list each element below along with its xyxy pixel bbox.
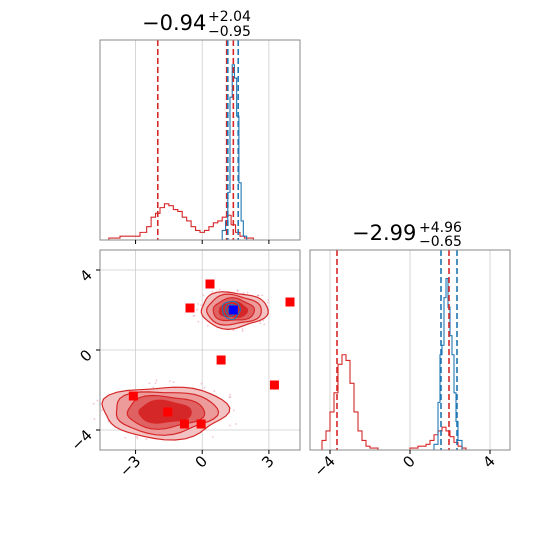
scatter-point bbox=[259, 322, 262, 325]
x2-title-value: −2.99 bbox=[352, 221, 416, 245]
x1-marginal-grid bbox=[135, 40, 270, 240]
x2-marginal-histograms bbox=[321, 278, 478, 451]
scatter-point bbox=[136, 437, 139, 440]
scatter-point bbox=[211, 436, 214, 438]
scatter-point bbox=[242, 292, 245, 294]
scatter-point bbox=[206, 324, 209, 327]
scatter-point bbox=[145, 438, 148, 441]
scatter-point bbox=[211, 290, 214, 293]
x2-marginal-panel: −4 0 4 −2.99 +4.96 −0.65 bbox=[309, 220, 511, 480]
scatter-point bbox=[263, 323, 266, 326]
x1-marginal-panel: −0.94 +2.04 −0.95 bbox=[99, 9, 301, 244]
scatter-point bbox=[93, 418, 96, 420]
marker-9 bbox=[228, 305, 238, 315]
contour-regions bbox=[101, 291, 269, 441]
marker-8 bbox=[196, 419, 206, 429]
x-tick-label-1: 0 bbox=[192, 452, 211, 471]
y-tick-label-1: 0 bbox=[76, 346, 95, 365]
scatter-point bbox=[135, 436, 138, 438]
x1-title-minus: −0.95 bbox=[208, 24, 251, 40]
histogram-series-1 bbox=[217, 64, 252, 241]
scatter-point bbox=[154, 382, 157, 384]
marker-3 bbox=[216, 355, 226, 365]
scatter-point bbox=[229, 396, 232, 398]
scatter-point bbox=[213, 390, 216, 392]
scatter-point bbox=[203, 387, 206, 389]
scatter-point bbox=[241, 328, 244, 330]
x-tick-label-2: 4 bbox=[479, 452, 498, 471]
scatter-point bbox=[262, 319, 264, 322]
x-tick-label-0: −4 bbox=[310, 452, 338, 480]
y-tick-label-0: −4 bbox=[67, 426, 95, 454]
blue-contour-level-1 bbox=[225, 303, 238, 317]
scatter-point bbox=[232, 329, 235, 332]
scatter-point bbox=[155, 379, 158, 382]
x1-title-plus: +2.04 bbox=[208, 9, 251, 25]
scatter-point bbox=[92, 402, 95, 405]
x1-marginal-ticks bbox=[135, 240, 270, 244]
scatter-point bbox=[197, 303, 200, 305]
scatter-point bbox=[200, 304, 203, 306]
marker-7 bbox=[179, 419, 189, 429]
marker-4 bbox=[269, 380, 279, 390]
y-tick-label-2: 4 bbox=[76, 266, 95, 285]
scatter-point bbox=[256, 294, 259, 297]
scatter-point bbox=[96, 399, 99, 402]
scatter-point bbox=[124, 436, 127, 439]
x-tick-label-0: −3 bbox=[116, 452, 144, 480]
scatter-point bbox=[152, 386, 155, 389]
x1-marginal-histograms bbox=[108, 64, 292, 241]
scatter-point bbox=[229, 393, 231, 396]
scatter-point bbox=[196, 308, 199, 311]
x2-marginal-ticks: −4 0 4 bbox=[310, 450, 499, 480]
scatter-point bbox=[200, 382, 203, 385]
scatter-point bbox=[192, 315, 195, 318]
x-tick-label-2: 3 bbox=[258, 452, 277, 471]
scatter-point bbox=[241, 330, 244, 332]
scatter-point bbox=[172, 381, 175, 384]
scatter-point bbox=[267, 299, 270, 301]
x2-title-plus: +4.96 bbox=[419, 220, 462, 236]
contour-markers bbox=[128, 279, 295, 429]
x2-marginal-quantile-lines bbox=[336, 250, 458, 450]
scatter-point bbox=[228, 424, 231, 427]
histogram-series-0 bbox=[108, 203, 292, 241]
histogram-series-0 bbox=[321, 354, 478, 451]
x1-x2-contour-panel: −3 0 3 −4 0 4 bbox=[67, 249, 301, 480]
x1-marginal-frame bbox=[99, 39, 301, 241]
marker-1 bbox=[185, 303, 195, 313]
x1-title-value: −0.94 bbox=[142, 11, 206, 35]
scatter-point bbox=[236, 290, 239, 293]
scatter-point bbox=[261, 294, 264, 297]
scatter-point bbox=[232, 409, 235, 412]
histogram-series-1 bbox=[433, 278, 466, 451]
marker-2 bbox=[285, 297, 295, 307]
marker-0 bbox=[205, 279, 215, 289]
marker-5 bbox=[128, 391, 138, 401]
scatter-point bbox=[202, 294, 205, 297]
marker-6 bbox=[163, 407, 173, 417]
x2-marginal-grid bbox=[329, 250, 491, 450]
scatter-point bbox=[168, 380, 171, 383]
scatter-point bbox=[234, 423, 237, 425]
x-tick-label-1: 0 bbox=[399, 452, 418, 471]
x2-title-minus: −0.65 bbox=[419, 234, 462, 250]
scatter-point bbox=[218, 288, 221, 291]
scatter-point bbox=[197, 320, 200, 323]
scatter-point bbox=[148, 382, 151, 385]
scatter-point bbox=[266, 301, 269, 304]
scatter-point bbox=[100, 409, 103, 412]
blue-contour-level-0 bbox=[221, 300, 241, 321]
x1-marginal-quantile-lines bbox=[156, 40, 240, 240]
scatter-point bbox=[246, 291, 249, 294]
